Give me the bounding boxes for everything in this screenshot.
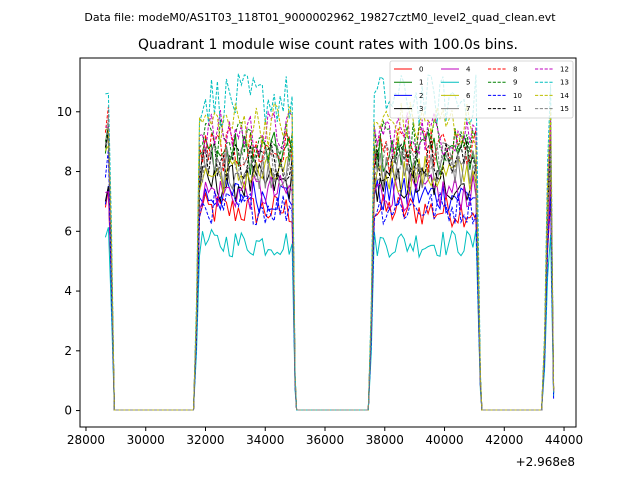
legend-label-1: 1	[419, 79, 423, 87]
legend-box	[389, 60, 574, 119]
legend-label-5: 5	[466, 79, 470, 87]
x-tick-label: 32000	[186, 433, 224, 447]
legend-label-15: 15	[560, 105, 569, 113]
series-line-15	[104, 117, 555, 411]
chart-title: Quadrant 1 module wise count rates with …	[138, 37, 518, 53]
x-tick-label: 30000	[127, 433, 165, 447]
legend-label-2: 2	[419, 92, 423, 100]
x-tick-label: 36000	[306, 433, 344, 447]
legend-label-3: 3	[419, 105, 423, 113]
legend-label-9: 9	[513, 79, 517, 87]
y-tick-label: 6	[64, 224, 72, 238]
legend-label-11: 11	[513, 105, 522, 113]
x-tick-label: 38000	[366, 433, 404, 447]
legend-label-6: 6	[466, 92, 471, 100]
y-tick-label: 0	[64, 404, 72, 418]
plot-area	[80, 58, 576, 427]
y-tick-label: 10	[57, 105, 72, 119]
legend-label-10: 10	[513, 92, 522, 100]
axes-spines	[79, 57, 577, 428]
y-tick-label: 2	[64, 344, 72, 358]
y-tick-label: 8	[64, 165, 72, 179]
legend-label-12: 12	[560, 66, 569, 74]
x-tick-label: 44000	[545, 433, 583, 447]
legend-label-0: 0	[419, 66, 423, 74]
series-line-11	[104, 129, 555, 411]
legend-label-8: 8	[513, 66, 517, 74]
y-tick-label: 4	[64, 284, 72, 298]
legend-label-13: 13	[560, 79, 569, 87]
legend-label-14: 14	[560, 92, 569, 100]
series-line-10	[104, 149, 555, 411]
series-layer	[104, 73, 555, 411]
series-line-14	[105, 101, 555, 411]
x-tick-label: 42000	[485, 433, 523, 447]
series-line-12	[105, 109, 555, 411]
axes-frame: 28000 30000 32000 34000 36000 38000 40000 42000…	[57, 57, 583, 447]
x-tick-label: 34000	[246, 433, 284, 447]
legend-label-4: 4	[466, 66, 471, 74]
x-tick-label: 40000	[425, 433, 463, 447]
legend-label-7: 7	[466, 105, 470, 113]
x-offset-label: +2.968e8	[516, 455, 575, 469]
axes-background	[80, 58, 576, 427]
suptitle: Data file: modeM0/AS1T03_118T01_90000029…	[84, 11, 556, 24]
x-tick-label: 28000	[67, 433, 105, 447]
